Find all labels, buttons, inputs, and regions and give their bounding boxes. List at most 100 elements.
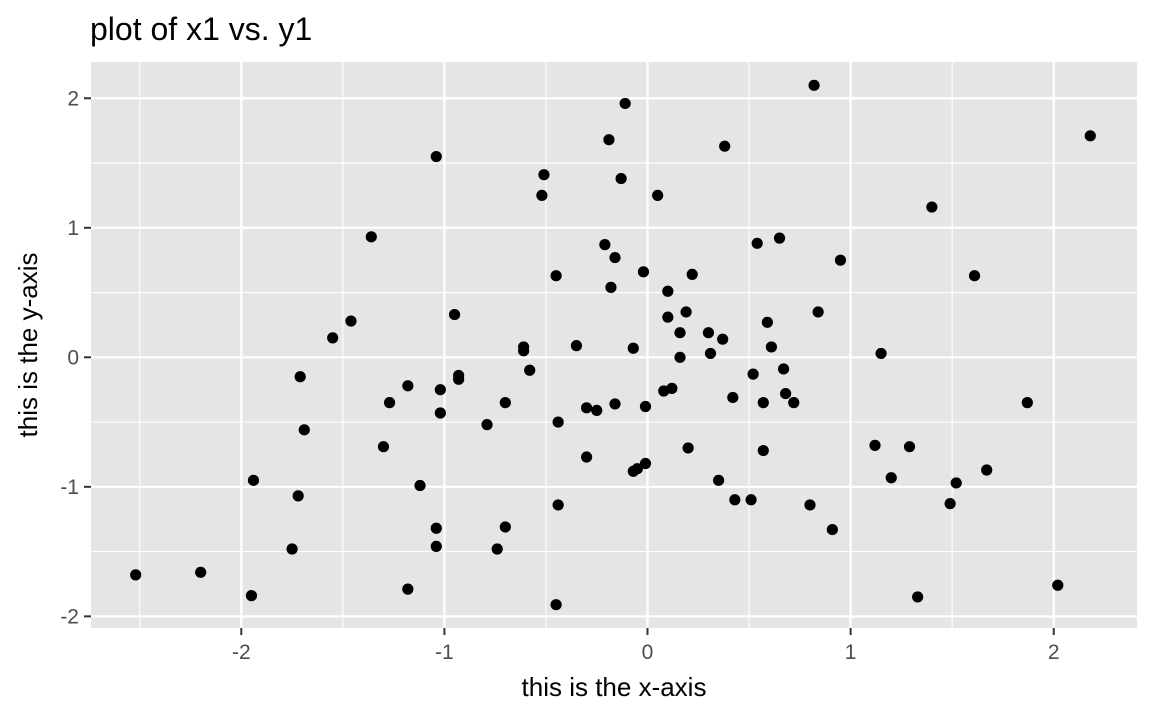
data-point xyxy=(327,332,339,344)
data-point xyxy=(402,380,414,392)
data-point xyxy=(345,315,357,327)
data-point xyxy=(729,494,741,506)
data-point xyxy=(950,477,962,489)
data-point xyxy=(627,342,639,354)
data-point xyxy=(524,364,536,376)
data-point xyxy=(717,333,729,345)
y-tick-label: -2 xyxy=(60,605,79,628)
data-point xyxy=(286,543,298,555)
data-point xyxy=(652,189,664,202)
data-point xyxy=(761,316,773,328)
data-points xyxy=(130,79,1096,611)
data-point xyxy=(981,464,993,476)
data-point xyxy=(747,368,759,380)
data-point xyxy=(674,327,686,339)
data-point xyxy=(430,540,442,553)
data-point xyxy=(550,270,562,282)
data-point xyxy=(812,306,824,318)
data-point xyxy=(1084,130,1096,142)
data-point xyxy=(414,479,426,492)
data-point xyxy=(518,345,530,357)
data-point xyxy=(536,189,548,202)
major-gridlines xyxy=(91,62,1137,628)
data-point xyxy=(609,398,621,410)
data-point xyxy=(434,407,446,419)
data-point xyxy=(804,499,816,511)
data-point xyxy=(666,382,678,394)
minor-gridlines xyxy=(91,62,1137,628)
data-point xyxy=(788,397,800,409)
data-point xyxy=(757,444,769,457)
y-axis-ticks: -2 -1 0 1 2 xyxy=(60,87,91,628)
x-tick-label: -1 xyxy=(435,641,454,664)
data-point xyxy=(903,441,916,453)
data-point xyxy=(662,285,674,297)
data-point xyxy=(599,239,611,251)
data-point xyxy=(639,400,652,413)
data-point xyxy=(298,424,310,436)
data-point xyxy=(294,371,306,383)
data-point xyxy=(552,416,564,428)
x-tick-label: 1 xyxy=(845,641,857,664)
data-point xyxy=(682,442,694,454)
data-point xyxy=(481,419,493,431)
data-point xyxy=(944,498,956,510)
data-point xyxy=(968,270,981,282)
data-point xyxy=(552,499,564,511)
data-point xyxy=(702,327,715,339)
data-point xyxy=(491,543,503,555)
chart-title: plot of x1 vs. y1 xyxy=(90,11,312,47)
data-point xyxy=(245,590,258,602)
data-point xyxy=(430,522,442,534)
data-point xyxy=(745,494,757,506)
data-point xyxy=(430,150,442,163)
data-point xyxy=(637,266,650,278)
data-point xyxy=(619,97,631,110)
data-point xyxy=(609,251,621,264)
data-point xyxy=(631,463,643,475)
data-point xyxy=(780,387,792,400)
data-point xyxy=(499,521,511,533)
y-axis-title: this is the y-axis xyxy=(13,253,43,438)
x-tick-label: 2 xyxy=(1048,641,1060,664)
x-tick-label: 0 xyxy=(642,641,654,664)
data-point xyxy=(130,569,142,581)
data-point xyxy=(365,231,377,243)
data-point xyxy=(680,306,692,318)
data-point xyxy=(674,351,686,363)
data-point xyxy=(434,384,446,396)
y-tick-label: 2 xyxy=(67,87,79,110)
data-point xyxy=(377,441,390,453)
y-tick-label: -1 xyxy=(60,476,79,499)
data-point xyxy=(713,474,725,486)
data-point xyxy=(615,172,627,185)
data-point xyxy=(448,308,461,321)
data-point xyxy=(869,439,881,451)
data-point xyxy=(453,373,465,385)
data-point xyxy=(499,397,511,409)
data-point xyxy=(580,451,593,463)
y-tick-label: 1 xyxy=(67,217,79,240)
data-point xyxy=(727,391,739,404)
data-point xyxy=(402,583,414,595)
data-point xyxy=(719,140,731,152)
y-tick-label: 0 xyxy=(67,346,79,369)
data-point xyxy=(826,523,838,536)
plot-panel xyxy=(91,62,1137,628)
data-point xyxy=(757,397,769,409)
data-point xyxy=(247,474,260,486)
x-tick-label: -2 xyxy=(232,641,251,664)
data-point xyxy=(765,341,778,353)
data-point xyxy=(777,363,790,375)
data-point xyxy=(605,281,617,293)
data-point xyxy=(834,254,847,266)
x-axis-ticks: -2 -1 0 1 2 xyxy=(232,628,1060,664)
data-point xyxy=(550,599,562,611)
data-point xyxy=(686,268,698,281)
data-point xyxy=(773,232,786,244)
x-axis-title: this is the x-axis xyxy=(522,672,707,702)
data-point xyxy=(538,169,550,181)
data-point xyxy=(875,347,887,360)
data-point xyxy=(570,340,583,352)
